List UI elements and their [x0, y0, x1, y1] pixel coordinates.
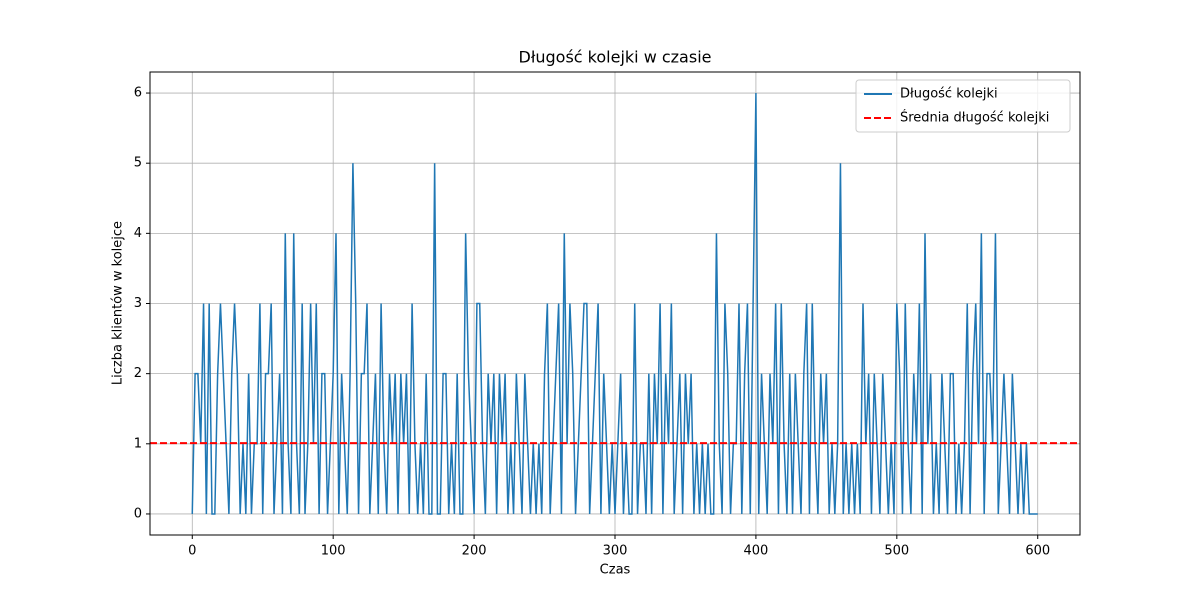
x-tick-label: 500 [884, 544, 909, 559]
x-tick-label: 400 [743, 544, 768, 559]
y-tick-label: 1 [134, 436, 142, 451]
x-tick-label: 300 [603, 544, 628, 559]
x-tick-label: 200 [462, 544, 487, 559]
y-tick-label: 3 [134, 296, 142, 311]
y-tick-label: 6 [134, 86, 142, 101]
x-tick-label: 100 [321, 544, 346, 559]
legend-label: Średnia długość kolejki [900, 110, 1049, 126]
data-line [191, 93, 1038, 515]
x-axis-label: Czas [600, 563, 631, 578]
y-tick-label: 5 [134, 156, 142, 171]
axes-frame [149, 71, 1081, 536]
chart-title: Długość kolejki w czasie [519, 48, 712, 67]
y-axis-label: Liczba klientów w kolejce [111, 221, 126, 385]
x-tick-label: 600 [1025, 544, 1050, 559]
y-tick-label: 2 [134, 366, 142, 381]
legend-label: Długość kolejki [900, 87, 998, 102]
legend-box [855, 79, 1071, 133]
y-tick-label: 4 [134, 226, 142, 241]
x-tick-label: 0 [188, 544, 196, 559]
y-tick-label: 0 [134, 506, 142, 521]
